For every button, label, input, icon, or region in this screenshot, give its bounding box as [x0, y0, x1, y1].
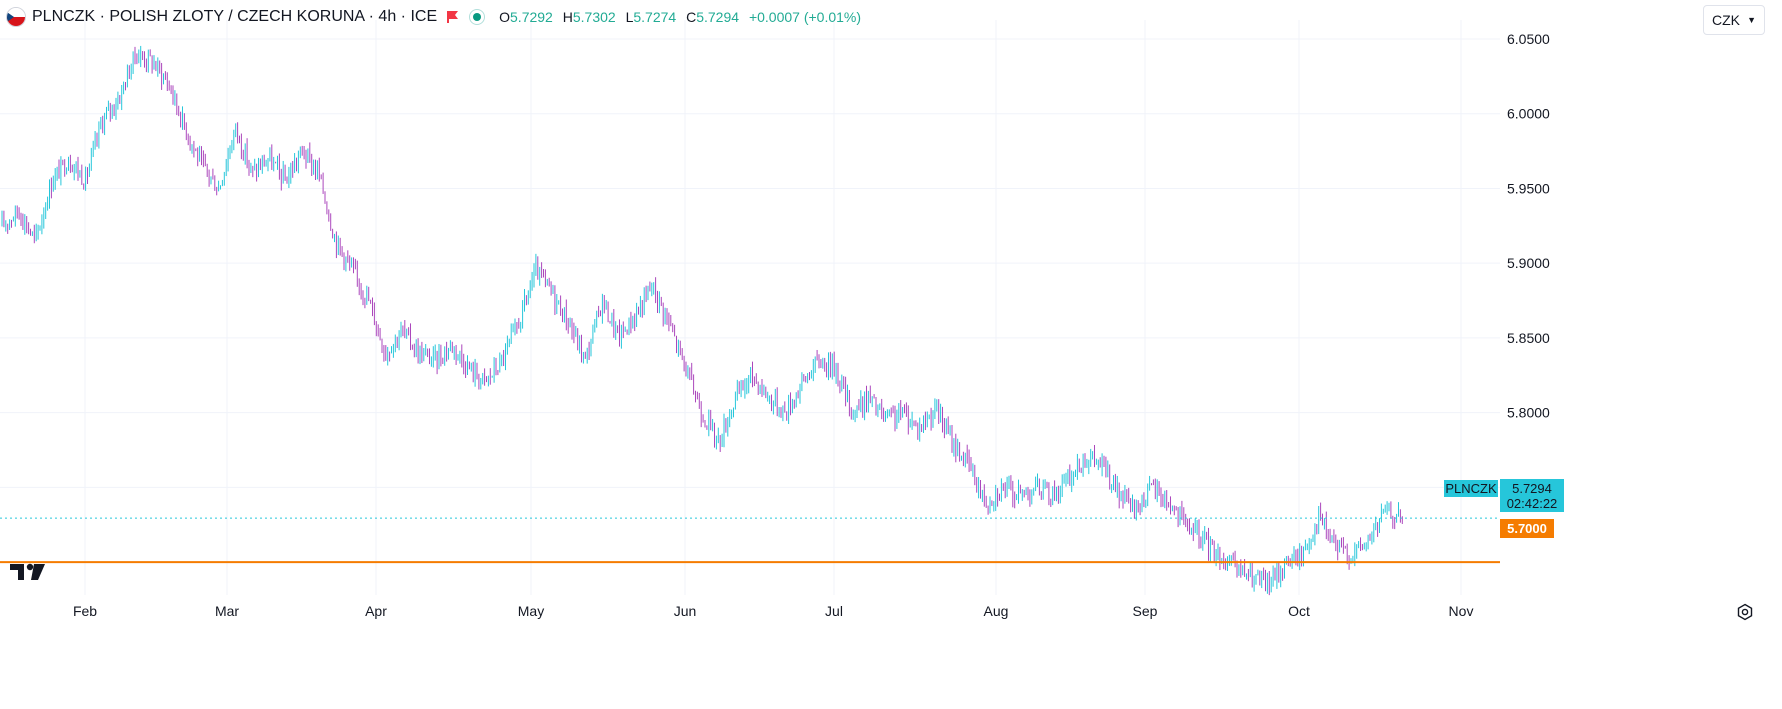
currency-select[interactable]: CZK ▼ [1703, 5, 1765, 35]
x-tick-label: Apr [365, 603, 387, 619]
last-price-value: 5.7294 [1512, 480, 1552, 496]
y-tick-label: 6.0000 [1507, 106, 1550, 122]
bar-countdown: 02:42:22 [1506, 495, 1558, 511]
y-tick-label: 6.0500 [1507, 31, 1550, 47]
x-tick-label: Sep [1133, 603, 1158, 619]
x-tick-label: Aug [984, 603, 1009, 619]
tradingview-logo-icon[interactable] [10, 563, 46, 586]
x-tick-label: Mar [215, 603, 239, 619]
chevron-down-icon: ▼ [1747, 15, 1756, 25]
chart-grid [0, 20, 1500, 595]
ohlc-values: O5.7292 H5.7302 L5.7274 C5.7294 +0.0007 … [493, 9, 861, 25]
open-label: O [499, 9, 511, 25]
x-tick-label: Nov [1449, 603, 1474, 619]
currency-value: CZK [1712, 12, 1740, 28]
candlestick-series [1, 45, 1403, 596]
symbol-price-badge: PLNCZK [1444, 480, 1498, 497]
market-status-icon[interactable] [469, 9, 486, 25]
y-tick-label: 5.8500 [1507, 330, 1550, 346]
change-value: +0.0007 (+0.01%) [748, 9, 862, 25]
x-tick-label: Jun [674, 603, 697, 619]
x-tick-label: Feb [73, 603, 97, 619]
last-price-badge: 5.7294 02:42:22 [1500, 479, 1564, 512]
y-tick-label: 5.8000 [1507, 405, 1550, 421]
high-label: H [562, 9, 573, 25]
symbol-badge-label: PLNCZK [1445, 481, 1497, 496]
symbol-header: PLNCZK · POLISH ZLOTY / CZECH KORUNA · 4… [6, 6, 861, 28]
x-tick-label: May [518, 603, 544, 619]
gear-icon[interactable] [1736, 603, 1754, 621]
close-value: 5.7294 [696, 9, 740, 25]
low-value: 5.7274 [633, 9, 677, 25]
y-tick-label: 5.9000 [1507, 255, 1550, 271]
open-value: 5.7292 [510, 9, 553, 25]
flag-icon [6, 7, 26, 27]
alert-price-value: 5.7000 [1507, 521, 1547, 536]
flag-marker-icon[interactable] [447, 10, 459, 24]
close-label: C [686, 9, 697, 25]
x-tick-label: Oct [1288, 603, 1310, 619]
x-tick-label: Jul [825, 603, 843, 619]
time-axis[interactable]: Feb Mar Apr May Jun Jul Aug Sep Oct Nov [73, 603, 1474, 619]
symbol-title[interactable]: PLNCZK · POLISH ZLOTY / CZECH KORUNA · 4… [32, 8, 438, 25]
alert-price-badge[interactable]: 5.7000 [1500, 519, 1554, 538]
price-axis[interactable]: 6.05006.00005.95005.90005.85005.80005.75… [1507, 31, 1550, 495]
y-tick-label: 5.9500 [1507, 180, 1550, 196]
high-value: 5.7302 [572, 9, 616, 25]
low-label: L [625, 9, 634, 25]
